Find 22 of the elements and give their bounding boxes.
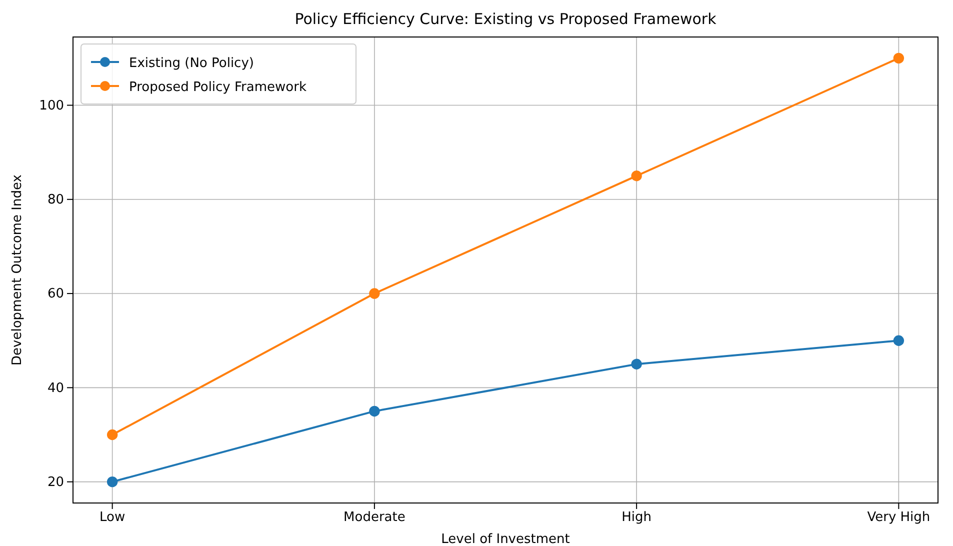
y-tick-label: 100 [39, 98, 64, 114]
y-tick-label: 60 [47, 286, 64, 302]
point [369, 288, 380, 299]
chart-title: Policy Efficiency Curve: Existing vs Proposed Framework [294, 10, 717, 28]
x-tick-label: Very High [867, 510, 930, 526]
legend-label: Existing (No Policy) [129, 56, 254, 71]
x-tick-label: High [622, 510, 652, 526]
y-tick-label: 40 [47, 380, 64, 396]
y-tick-label: 20 [47, 474, 64, 490]
x-tick-label: Moderate [344, 510, 406, 526]
point [631, 358, 642, 370]
point [369, 406, 380, 417]
point [106, 476, 118, 488]
legend-label: Proposed Policy Framework [129, 80, 307, 95]
y-axis-title: Development Outcome Index [10, 174, 25, 366]
y-tick-label: 80 [47, 192, 64, 208]
point [631, 170, 642, 182]
x-tick-label: Low [100, 510, 126, 526]
point [893, 335, 904, 346]
point [893, 52, 904, 64]
point [106, 429, 118, 440]
x-axis-title: Level of Investment [441, 532, 570, 546]
